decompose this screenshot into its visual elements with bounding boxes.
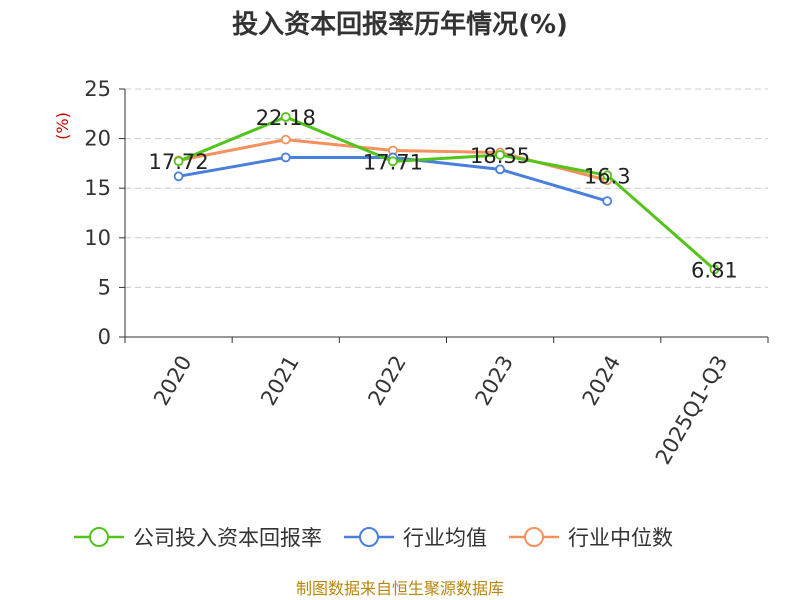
legend-item-1: 行业均值 [344,526,487,550]
y-tick-label-5: 5 [98,275,111,299]
y-tick-label-25: 25 [84,77,111,101]
data-point-s0-4 [602,170,613,181]
axes: 0 5 10 15 20 25 2020 2021 2022 2023 2024 2025Q1-Q3 [84,77,769,469]
series-line-0 [178,115,716,271]
y-tick-label-10: 10 [84,226,111,250]
x-tick-label-2025Q1-Q3: 2025Q1-Q3 [651,351,733,468]
grid-lines [125,88,768,288]
legend: 公司投入资本回报率 行业均值 行业中位数 [74,526,673,550]
data-label-1: 22.18 [256,106,316,130]
data-point-s2-1 [280,134,291,145]
data-label-4: 16.3 [584,164,631,188]
x-tick-label-2021: 2021 [256,351,304,409]
data-point-s1-4 [602,196,613,206]
y-tick-label-20: 20 [84,127,111,151]
legend-label-0: 公司投入资本回报率 [133,526,322,550]
legend-marker-2 [524,527,544,547]
source-note: 制图数据来自恒生聚源数据库 [296,579,504,598]
legend-marker-0 [89,527,109,547]
x-tick-label-2020: 2020 [149,351,197,409]
data-labels: 17.72 22.18 17.71 18.35 16.3 6.81 [149,106,738,282]
data-point-s1-0 [173,171,184,182]
y-tick-label-15: 15 [84,176,111,200]
data-label-3: 18.35 [470,144,530,168]
legend-item-0: 公司投入资本回报率 [74,526,322,550]
data-label-2: 17.71 [363,150,423,174]
y-tick-label-0: 0 [98,325,111,349]
chart-title: 投入资本回报率历年情况(%) [232,9,568,40]
data-point-s1-3 [495,164,505,175]
series-lines [173,112,720,275]
data-point-s0-0 [173,156,184,167]
data-point-s0-1 [280,112,291,122]
legend-label-1: 行业均值 [403,526,487,550]
data-point-s0-3 [495,150,505,160]
x-tick-label-2022: 2022 [363,351,411,409]
y-axis-label: (%) [53,112,72,140]
x-tick-label-2023: 2023 [471,351,519,409]
data-label-5: 6.81 [691,258,738,282]
x-tick-label-2024: 2024 [578,351,626,409]
legend-marker-1 [359,527,379,547]
legend-label-2: 行业中位数 [568,526,673,550]
data-point-s0-2 [388,156,398,167]
data-point-s1-1 [280,152,291,163]
data-label-0: 17.72 [149,150,209,174]
data-point-s0-5 [709,264,720,275]
legend-item-2: 行业中位数 [509,526,673,550]
